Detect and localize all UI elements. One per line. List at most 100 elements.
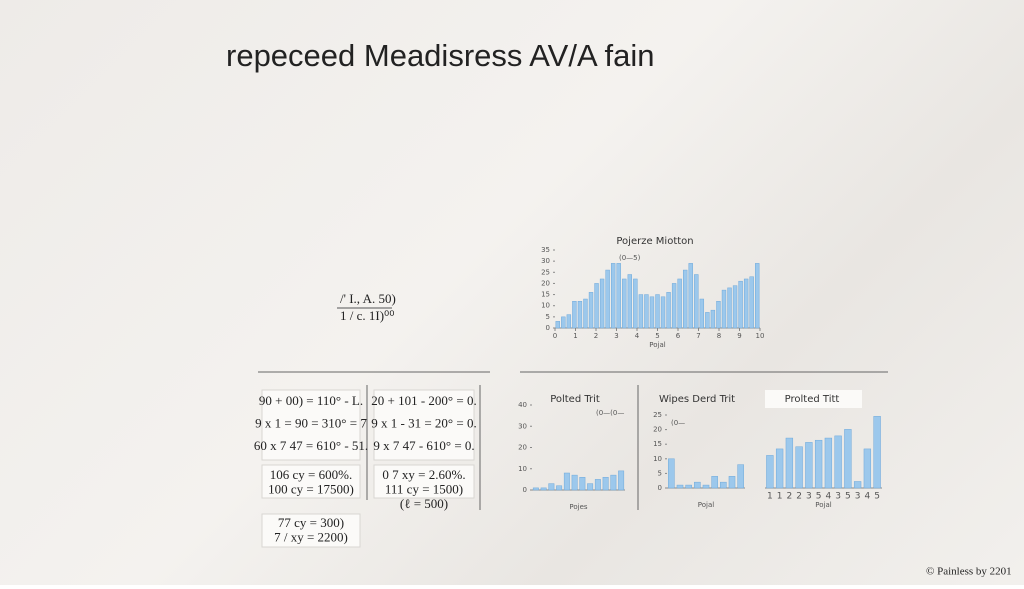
bar: [666, 292, 671, 329]
x-tick-label: 1: [767, 492, 773, 502]
chart-title-box: [765, 390, 862, 408]
y-tick-label: 30: [518, 422, 527, 430]
y-tick-label: 20: [653, 426, 662, 434]
formula: 9 x 7 47 - 610° = 0.: [373, 438, 474, 453]
bar: [710, 309, 716, 329]
formula-box: [373, 464, 475, 499]
formula: 100 cy = 17500): [268, 481, 354, 496]
chart-title: Polted Trit: [550, 394, 600, 405]
chart-title: Pojerze Miotton: [616, 236, 693, 247]
bar: [587, 483, 594, 491]
bar: [610, 474, 617, 491]
bar: [676, 484, 684, 489]
bar: [671, 283, 677, 329]
note: /' I., A. 50): [340, 291, 396, 306]
bar: [863, 448, 872, 489]
bar: [677, 278, 682, 329]
bar: [738, 280, 743, 329]
formula-box: [261, 389, 361, 461]
x-tick-label: 2: [787, 492, 793, 502]
bar: [716, 301, 721, 329]
x-axis-label: Pojal: [698, 501, 714, 509]
y-tick-label: 35: [541, 246, 550, 254]
formula: 90 + 00) = 110° - L.: [259, 393, 363, 408]
y-tick-label: 40: [518, 401, 527, 409]
formula-box: [261, 513, 361, 548]
x-tick-label: 4: [635, 332, 640, 340]
bar: [732, 285, 738, 329]
bar: [610, 263, 616, 329]
y-tick-label: 20: [518, 444, 527, 452]
y-tick-label: 30: [541, 257, 550, 265]
bar: [638, 294, 644, 329]
footer: © Painless by 2201: [926, 566, 1012, 578]
y-tick-label: 10: [541, 302, 550, 310]
y-tick-label: 10: [653, 455, 662, 463]
bar: [795, 446, 803, 489]
chart-title: Wipes Derd Trit: [659, 394, 735, 405]
formula: 111 cy = 1500): [385, 481, 463, 496]
bar: [563, 472, 570, 491]
note: 1 / c. 1I)⁰⁰: [340, 308, 394, 323]
y-tick-label: 20: [541, 279, 550, 287]
bar: [572, 301, 577, 329]
x-tick-label: 3: [806, 492, 812, 502]
x-tick-label: 3: [614, 332, 618, 340]
y-tick-label: 0: [523, 486, 527, 494]
bar: [699, 298, 705, 329]
formula: 9 x 1 = 90 = 310° = 7: [255, 415, 367, 430]
x-tick-label: 5: [655, 332, 659, 340]
formula: (ℓ = 500): [400, 496, 448, 511]
x-tick-label: 8: [717, 332, 721, 340]
bar: [599, 278, 605, 329]
bar: [561, 316, 566, 329]
x-tick-label: 9: [737, 332, 741, 340]
x-tick-label: 2: [796, 492, 802, 502]
bar: [633, 278, 638, 329]
bar: [655, 294, 660, 329]
bar: [532, 487, 539, 491]
page-title: repeceed Meadisress AV/A fain: [226, 38, 655, 73]
x-axis-label: Pojal: [815, 501, 831, 509]
bar: [844, 429, 852, 489]
bar: [618, 470, 625, 491]
bar: [711, 476, 718, 489]
annotation: (0—: [671, 419, 685, 427]
bar: [814, 439, 823, 489]
bar: [594, 479, 601, 491]
formula: 0 7 xy = 2.60%.: [382, 467, 465, 482]
y-tick-label: 10: [518, 465, 527, 473]
x-tick-label: 0: [553, 332, 557, 340]
bar: [834, 435, 842, 489]
formula-box: [261, 464, 361, 499]
bar: [649, 296, 655, 329]
x-tick-label: 4: [865, 492, 871, 502]
x-tick-label: 7: [696, 332, 700, 340]
bar: [571, 474, 578, 491]
bar: [694, 481, 701, 489]
bar: [594, 283, 599, 329]
x-tick-label: 4: [826, 492, 832, 502]
bar: [785, 437, 794, 489]
x-axis-label: Pojal: [649, 341, 665, 349]
x-tick-label: 10: [756, 332, 765, 340]
bar: [627, 274, 632, 329]
bar: [727, 287, 732, 329]
formula: 7 / xy = 2200): [274, 529, 348, 544]
bar: [775, 448, 784, 489]
bar: [668, 458, 675, 489]
y-tick-label: 5: [546, 313, 550, 321]
bar: [660, 296, 666, 329]
x-tick-label: 1: [777, 492, 783, 502]
y-tick-label: 15: [653, 440, 662, 448]
x-tick-label: 1: [573, 332, 577, 340]
bar: [616, 263, 621, 329]
y-tick-label: 25: [653, 411, 662, 419]
x-tick-label: 5: [816, 492, 822, 502]
bar: [720, 481, 727, 489]
formula: 60 x 7 47 = 610° - 51.: [254, 438, 368, 453]
bar: [622, 278, 627, 329]
x-tick-label: 5: [874, 492, 880, 502]
bar: [605, 269, 610, 329]
